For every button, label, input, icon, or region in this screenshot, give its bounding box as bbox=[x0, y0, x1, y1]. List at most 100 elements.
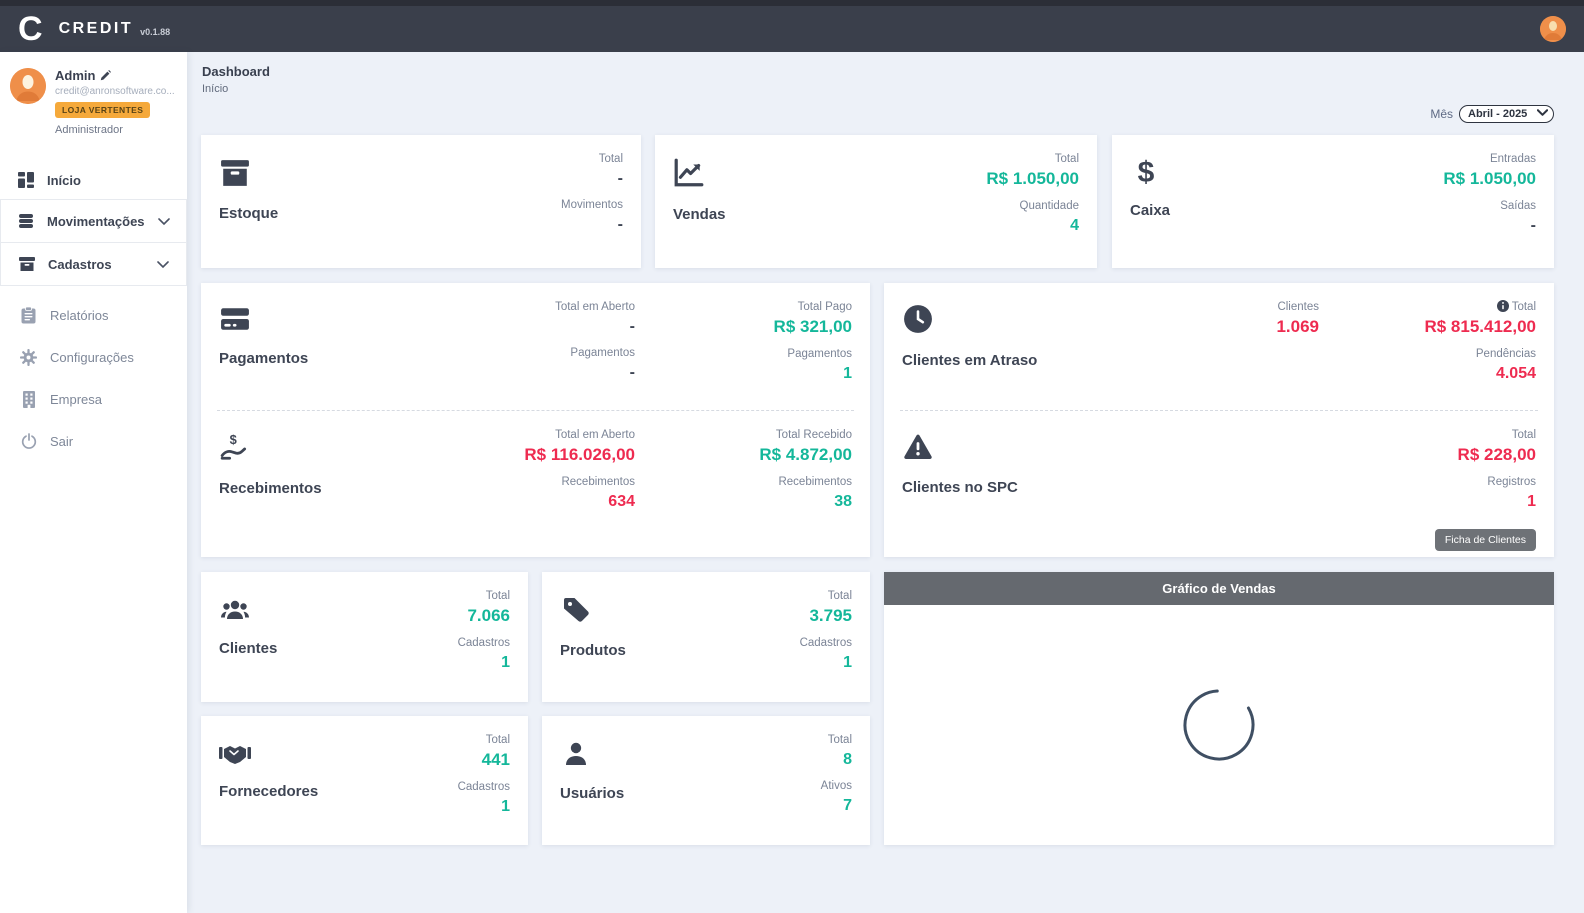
main-content: Dashboard Início Mês Abril - 2025 Estoqu… bbox=[187, 52, 1584, 913]
stat-value: - bbox=[629, 364, 635, 382]
card-caixa: $ Caixa Entradas R$ 1.050,00 Saídas - bbox=[1112, 135, 1554, 268]
user-avatar[interactable] bbox=[1540, 16, 1566, 42]
sidebar-menu: Início Movimentações Cadastros bbox=[0, 160, 187, 462]
stat-value: 1 bbox=[843, 365, 852, 383]
clipboard-icon bbox=[20, 306, 37, 324]
handshake-icon bbox=[219, 738, 251, 770]
stat-value: - bbox=[617, 216, 623, 234]
month-filter: Mês Abril - 2025 bbox=[1430, 104, 1554, 123]
card-vendas: Vendas Total R$ 1.050,00 Quantidade 4 bbox=[655, 135, 1097, 268]
stat-label: Cadastros bbox=[457, 781, 510, 794]
dollar-icon: $ bbox=[1137, 156, 1155, 189]
card-title: Clientes bbox=[219, 640, 278, 657]
ficha-de-clientes-button[interactable]: Ficha de Clientes bbox=[1434, 529, 1536, 552]
sidebar-item-empresa[interactable]: Empresa bbox=[0, 378, 187, 420]
stat-label: Quantidade bbox=[1019, 200, 1079, 213]
sidebar-item-label: Início bbox=[47, 172, 81, 188]
stat-label: Total bbox=[1319, 299, 1536, 316]
sidebar-item-relatorios[interactable]: Relatórios bbox=[0, 294, 187, 336]
stat-value: R$ 321,00 bbox=[773, 317, 852, 337]
stat-label: Pendências bbox=[1475, 348, 1536, 361]
stat-label: Total bbox=[1054, 153, 1079, 165]
stat-label: Saídas bbox=[1500, 200, 1536, 213]
section-clientes-spc: Clientes no SPC Total R$ 228,00 Registro… bbox=[884, 411, 1554, 552]
sidebar-item-configuracoes[interactable]: Configurações bbox=[0, 336, 187, 378]
store-badge: LOJA VERTENTES bbox=[55, 102, 151, 118]
sidebar-item-movimentacoes[interactable]: Movimentações bbox=[0, 199, 187, 243]
stat-value: 38 bbox=[834, 493, 852, 511]
card-title: Caixa bbox=[1130, 202, 1171, 219]
stat-value: R$ 1.050,00 bbox=[1443, 169, 1536, 189]
sidebar-item-label: Movimentações bbox=[47, 213, 145, 229]
stat-label: Registros bbox=[1487, 476, 1536, 489]
card-title: Usuários bbox=[560, 785, 625, 802]
warning-triangle-icon bbox=[902, 431, 934, 463]
user-role: Administrador bbox=[55, 124, 123, 136]
gear-icon bbox=[20, 348, 37, 366]
users-group-icon bbox=[219, 594, 251, 626]
stat-value: 1 bbox=[501, 654, 510, 672]
breadcrumb: Início bbox=[202, 83, 229, 95]
sidebar-item-inicio[interactable]: Início bbox=[0, 160, 187, 200]
chevron-down-icon bbox=[157, 257, 169, 272]
month-select[interactable]: Abril - 2025 bbox=[1459, 105, 1554, 123]
stat-label: Cadastros bbox=[799, 637, 852, 650]
app-version: v0.1.88 bbox=[140, 27, 171, 37]
stat-label: Total bbox=[598, 153, 623, 165]
edit-pencil-icon[interactable] bbox=[100, 70, 112, 81]
sidebar-item-cadastros[interactable]: Cadastros bbox=[0, 242, 187, 286]
section-recebimentos: $ Recebimentos Total em Aberto R$ 116.02… bbox=[201, 411, 870, 534]
grid-icon bbox=[17, 171, 34, 189]
stat-value: R$ 1.050,00 bbox=[986, 169, 1079, 189]
user-name: Admin bbox=[55, 68, 96, 83]
stat-value: 7.066 bbox=[467, 606, 510, 626]
user-icon bbox=[560, 738, 592, 770]
sidebar-item-label: Empresa bbox=[50, 391, 103, 407]
sidebar-item-label: Cadastros bbox=[48, 256, 112, 272]
section-pagamentos: Pagamentos Total em Aberto - Pagamentos … bbox=[201, 283, 870, 406]
stat-value: 1 bbox=[501, 798, 510, 816]
card-usuarios: Usuários Total 8 Ativos 7 bbox=[542, 716, 870, 845]
stat-label: Total bbox=[1511, 429, 1536, 441]
card-title: Produtos bbox=[560, 642, 626, 659]
dashed-divider bbox=[900, 410, 1538, 411]
top-strip bbox=[0, 0, 1584, 6]
card-produtos: Produtos Total 3.795 Cadastros 1 bbox=[542, 572, 870, 702]
info-icon[interactable] bbox=[1496, 300, 1509, 312]
card-title: Recebimentos bbox=[219, 480, 322, 497]
sidebar-item-label: Relatórios bbox=[50, 307, 109, 323]
clock-icon bbox=[902, 303, 934, 335]
sidebar: Admin credit@anronsoftware.co... LOJA VE… bbox=[0, 52, 187, 913]
stat-label: Total Recebido bbox=[775, 429, 852, 441]
stat-label: Total bbox=[485, 590, 510, 602]
stat-value: 634 bbox=[608, 493, 635, 511]
stat-value: 441 bbox=[481, 750, 510, 770]
card-title: Clientes no SPC bbox=[902, 479, 1018, 496]
box-archive-icon bbox=[219, 157, 251, 189]
stat-label: Recebimentos bbox=[778, 476, 852, 489]
sidebar-item-label: Configurações bbox=[50, 349, 134, 365]
stat-value: 3.795 bbox=[809, 606, 852, 626]
coins-stack-icon bbox=[18, 212, 34, 230]
stat-label: Movimentos bbox=[561, 198, 623, 211]
sales-chart-card: Gráfico de Vendas bbox=[884, 572, 1554, 845]
card-estoque: Estoque Total - Movimentos - bbox=[201, 135, 641, 268]
stat-value: 1 bbox=[843, 654, 852, 672]
stat-label: Pagamentos bbox=[570, 346, 635, 359]
person-icon bbox=[10, 68, 46, 104]
card-title: Vendas bbox=[673, 206, 726, 223]
section-clientes-atraso: Clientes em Atraso Clientes 1.069 Total … bbox=[884, 283, 1554, 406]
chart-title: Gráfico de Vendas bbox=[884, 572, 1554, 605]
stat-label: Total em Aberto bbox=[555, 301, 635, 313]
stat-label: Total Pago bbox=[797, 301, 852, 313]
stat-label: Clientes bbox=[1277, 301, 1319, 313]
stat-label: Ativos bbox=[820, 779, 852, 792]
stat-value: 1.069 bbox=[1276, 317, 1319, 337]
sidebar-item-sair[interactable]: Sair bbox=[0, 420, 187, 462]
card-pagamentos-recebimentos: Pagamentos Total em Aberto - Pagamentos … bbox=[201, 283, 870, 557]
stat-value: 1 bbox=[1527, 493, 1536, 511]
chevron-down-icon bbox=[157, 214, 170, 229]
card-title: Estoque bbox=[219, 205, 279, 222]
stat-label: Pagamentos bbox=[787, 348, 852, 361]
